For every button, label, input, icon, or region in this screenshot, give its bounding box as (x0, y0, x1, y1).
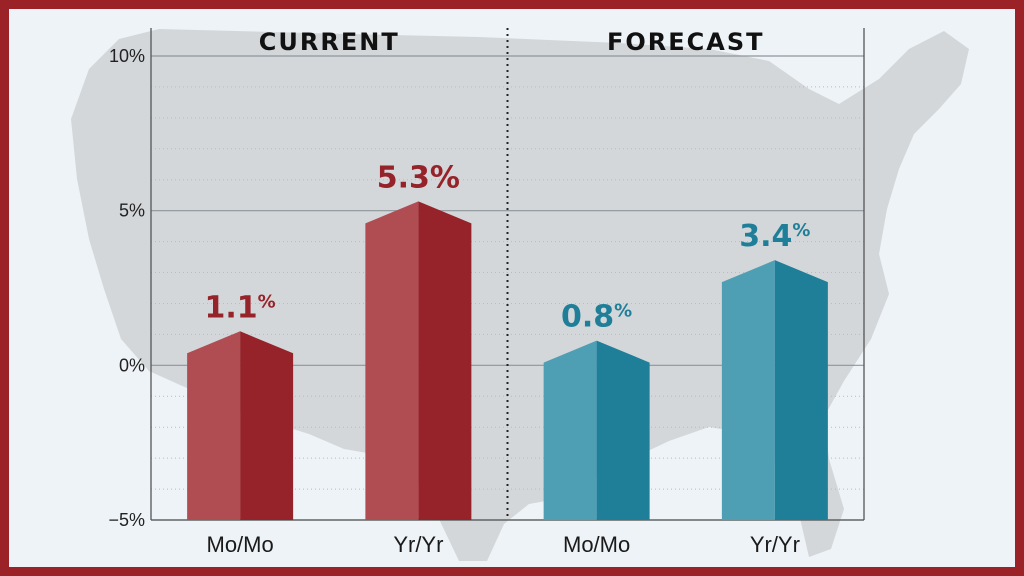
bar-right-face (240, 331, 294, 520)
bar (543, 340, 650, 520)
bar-right-face (418, 201, 472, 521)
data-label-value: 0.8 (561, 300, 614, 335)
x-tick-label: Mo/Mo (207, 532, 274, 557)
section-title: FORECAST (607, 28, 765, 56)
data-label-unit: % (258, 291, 276, 312)
x-tick-label: Mo/Mo (563, 532, 630, 557)
y-axis: 10% 5% 0% −5% (108, 28, 865, 530)
y-tick-label: 10% (109, 46, 145, 66)
y-tick-label: 5% (119, 201, 145, 221)
data-label: 0.8% (561, 300, 632, 335)
data-label: 5.3% (377, 160, 460, 195)
y-tick-label: 0% (119, 355, 145, 375)
bar-left-face (543, 340, 597, 520)
chart-frame: 10% 5% 0% −5% 1.1% 5.3% 0.8% 3.4% Mo/Mo Yr/Yr Mo… (9, 9, 1015, 567)
data-label-value: 5.3 (377, 160, 430, 195)
section-titles: CURRENT FORECAST (259, 28, 765, 56)
section-title: CURRENT (259, 28, 400, 56)
bar-left-face (187, 331, 241, 520)
category-labels: Mo/Mo Yr/Yr Mo/Mo Yr/Yr (207, 532, 800, 557)
bar (365, 201, 472, 521)
data-label-unit: % (614, 301, 632, 322)
bars (187, 201, 828, 521)
bar (721, 260, 828, 520)
bar-right-face (774, 260, 828, 520)
data-labels: 1.1%5.3%0.8%3.4% (205, 160, 811, 334)
bar-chart: 10%5%0%−5% 1.1%5.3%0.8%3.4% Mo/Mo Yr/Yr Mo… (71, 28, 969, 561)
data-label-value: 1.1 (205, 290, 258, 325)
bar (187, 331, 294, 520)
data-label-value: 3.4 (739, 219, 792, 254)
data-label-unit: % (792, 220, 810, 241)
data-label-unit: % (430, 160, 460, 195)
x-tick-label: Yr/Yr (393, 532, 443, 557)
bar-left-face (721, 260, 775, 520)
y-tick-label: −5% (108, 510, 145, 530)
bar-left-face (365, 201, 419, 521)
x-tick-label: Yr/Yr (750, 532, 800, 557)
data-label: 1.1% (205, 290, 276, 325)
bar-right-face (596, 340, 650, 520)
data-label: 3.4% (739, 219, 810, 254)
